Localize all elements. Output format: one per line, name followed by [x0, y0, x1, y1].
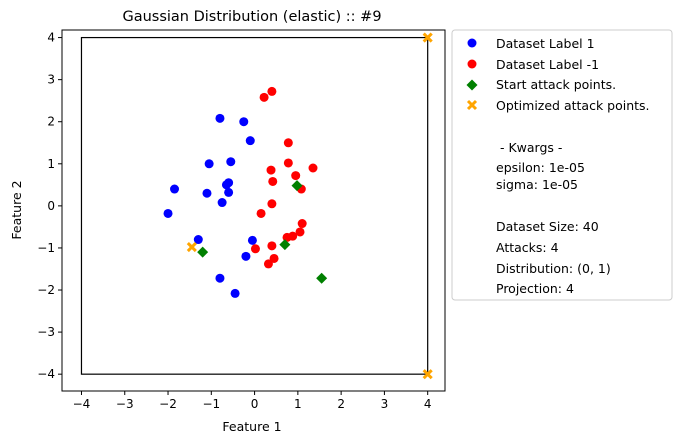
label-neg1-point	[283, 158, 293, 168]
label-1-point	[202, 188, 212, 198]
optimized-attack-point	[186, 242, 197, 253]
legend-entry-start-attack: Start attack points.	[466, 77, 616, 92]
legend-text-start-attack: Start attack points.	[496, 77, 616, 92]
label-neg1-point	[267, 199, 277, 209]
optimized-attack-point	[422, 32, 433, 43]
annotation-projection: Projection: 4	[496, 281, 574, 296]
chart-title: Gaussian Distribution (elastic) :: #9	[122, 9, 381, 25]
start-attack-point	[316, 272, 328, 284]
label-1-point	[204, 159, 214, 169]
y-tick-label: 0	[47, 199, 55, 213]
x-tick-label: −1	[202, 397, 220, 411]
y-tick-label: 4	[47, 31, 55, 45]
label-1-point	[230, 288, 240, 298]
label-1-point	[221, 180, 231, 190]
legend-marker-label-neg1	[467, 59, 477, 69]
legend-entry-label-neg1: Dataset Label -1	[467, 57, 599, 72]
x-tick-label: −4	[73, 397, 91, 411]
label-neg1-point	[266, 165, 276, 175]
x-tick-label: −3	[116, 397, 134, 411]
x-tick-label: 4	[424, 397, 432, 411]
x-axis-label: Feature 1	[222, 419, 281, 434]
label-neg1-point	[256, 208, 266, 218]
label-1-point	[215, 273, 225, 283]
legend-text-label-1: Dataset Label 1	[496, 36, 595, 51]
start-attack-point	[197, 246, 209, 258]
label-neg1-point	[308, 163, 318, 173]
x-axis-ticks: −4 −3 −2 −1 0 1 2 3 4	[73, 391, 432, 411]
y-tick-label: 1	[47, 157, 55, 171]
x-tick-label: 1	[294, 397, 302, 411]
label-neg1-point	[263, 259, 273, 269]
label-1-point	[170, 184, 180, 194]
projection-box	[80, 36, 429, 375]
label-1-point	[247, 235, 257, 245]
label-1-point	[163, 208, 173, 218]
label-1-point	[224, 187, 234, 197]
label-1-point	[241, 251, 251, 261]
annotation-distribution: Distribution: (0, 1)	[496, 261, 611, 276]
label-neg1-point	[268, 176, 278, 186]
x-tick-label: 2	[337, 397, 345, 411]
x-tick-label: −2	[159, 397, 177, 411]
legend-frame	[451, 29, 673, 301]
start-attack-point	[279, 239, 291, 251]
label-neg1-point	[259, 92, 269, 102]
label-neg1-point	[295, 227, 305, 237]
legend-marker-start-attack	[466, 79, 478, 91]
label-1-point	[193, 235, 203, 245]
legend: Dataset Label 1 Dataset Label -1 Start a…	[451, 29, 673, 301]
optimized-attack-point	[422, 369, 433, 380]
start-attack-point	[291, 180, 303, 192]
legend-entry-optimized-attack: Optimized attack points.	[466, 98, 650, 113]
y-tick-label: −3	[37, 325, 55, 339]
x-tick-label: 0	[251, 397, 259, 411]
y-axis-label: Feature 2	[9, 180, 24, 239]
label-1-point	[245, 136, 255, 146]
annotation-kwargs-header: - Kwargs -	[496, 140, 562, 155]
label-1-point	[239, 117, 249, 127]
label-neg1-point	[250, 244, 260, 254]
label-1-point	[226, 157, 236, 167]
label-neg1-point	[267, 241, 277, 251]
legend-marker-label-1	[467, 38, 477, 48]
legend-text-label-neg1: Dataset Label -1	[496, 57, 599, 72]
y-tick-label: 3	[47, 73, 55, 87]
label-1-point	[217, 198, 227, 208]
y-tick-label: −1	[37, 241, 55, 255]
x-tick-label: 3	[381, 397, 389, 411]
label-neg1-point	[269, 253, 279, 263]
annotation-dataset-size: Dataset Size: 40	[496, 219, 599, 234]
label-neg1-point	[297, 219, 307, 229]
label-neg1-point	[267, 86, 277, 96]
y-tick-label: 2	[47, 115, 55, 129]
y-tick-label: −2	[37, 283, 55, 297]
legend-entry-label-1: Dataset Label 1	[467, 36, 595, 51]
data-points	[163, 32, 433, 380]
annotation-attacks: Attacks: 4	[496, 240, 559, 255]
legend-text-optimized-attack: Optimized attack points.	[496, 98, 650, 113]
annotation-epsilon: epsilon: 1e-05	[496, 160, 585, 175]
annotation-sigma: sigma: 1e-05	[496, 177, 578, 192]
legend-marker-optimized-attack	[466, 99, 478, 111]
label-neg1-point	[283, 138, 293, 148]
y-axis-ticks: −4 −3 −2 −1 0 1 2 3 4	[37, 31, 62, 381]
label-neg1-point	[291, 171, 301, 181]
plot-area	[61, 29, 446, 392]
y-tick-label: −4	[37, 367, 55, 381]
label-1-point	[215, 113, 225, 123]
